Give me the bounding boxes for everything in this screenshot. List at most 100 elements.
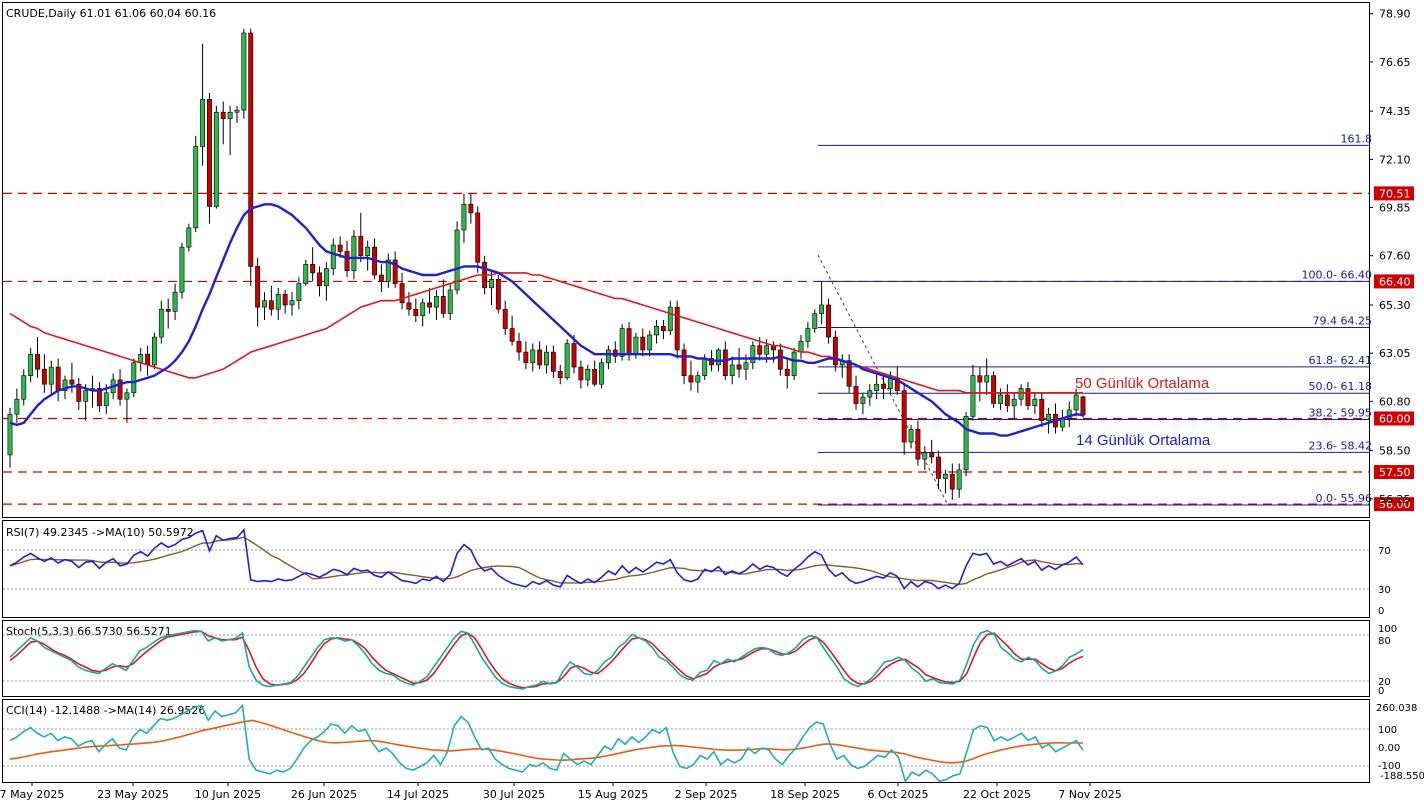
bullish-candle [867,390,873,398]
bullish-candle [716,349,721,366]
rsi-header: RSI(7) 49.2345 ->MA(10) 50.5972 [6,526,194,539]
bearish-candle [550,351,556,372]
bearish-candle [344,251,350,272]
time-tick-label: 7 May 2025 [0,788,64,801]
price-tick-label: 65.30 [1379,299,1411,312]
bullish-candle [750,345,756,364]
rsi-tick-30: 30 [1378,585,1391,596]
bearish-candle [571,343,577,368]
fib-trendline [817,254,949,506]
bullish-candle [227,111,233,119]
bearish-candle [853,386,859,404]
cci-header: CCI(14) -12.1488 ->MA(14) 26.9526 [6,704,205,717]
cci-tick-min: -188.550 [1380,771,1424,782]
bearish-candle [736,364,742,370]
bullish-candle [289,300,295,306]
price-tick-label: 67.60 [1379,250,1411,263]
bullish-candle [234,109,240,113]
bullish-candle [667,306,673,331]
bullish-candle [922,452,928,460]
cci-panel [2,699,1370,783]
fib-level-label: 100.0- 66.40 [1302,268,1372,281]
rsi-tick-70: 70 [1378,546,1391,557]
bearish-candle [220,111,226,119]
bullish-candle [193,146,199,229]
bearish-candle [660,326,666,331]
bullish-candle [1046,413,1052,421]
price-panel [2,2,1370,518]
rsi-tick-0: 0 [1378,606,1384,617]
cci-line [9,703,1084,784]
bullish-candle [62,379,68,391]
fib-level-label: 38.2- 59.95 [1309,407,1372,420]
time-tick-label: 7 Nov 2025 [1058,788,1121,801]
stoch-k-line [9,629,1084,690]
bearish-candle [977,375,983,383]
bearish-candle [337,244,343,252]
bullish-candle [489,278,494,289]
rsi-line [9,527,1084,590]
time-tick-label: 10 Jun 2025 [195,788,261,801]
bullish-candle [654,326,659,336]
price-tick-label: 56.25 [1379,493,1411,506]
time-tick-label: 2 Sep 2025 [675,788,738,801]
bullish-candle [544,351,549,366]
bearish-candle [399,283,405,304]
bullish-candle [131,362,137,394]
bullish-candle [179,246,185,293]
stoch-tick-100: 100 [1378,624,1397,635]
bullish-candle [984,375,990,383]
bearish-candle [1039,398,1045,421]
bullish-candle [447,289,453,314]
bullish-candle [1011,398,1017,406]
price-tick-label: 63.05 [1379,347,1411,360]
level-price-tag [1374,274,1414,289]
price-tick-label: 76.65 [1379,56,1411,69]
bearish-candle [523,351,529,364]
horizontal-levels: 70.51 66.40 60.00 57.50 56.00 [3,186,1414,512]
bullish-candle [1018,388,1024,400]
bearish-candle [495,278,501,310]
bullish-candle [633,336,639,355]
candlesticks [7,28,1086,500]
bearish-candle [41,368,47,385]
bearish-candle [784,368,790,376]
bearish-candle [392,259,398,284]
bearish-candle [310,263,316,274]
cci-tick-max: 260.038 [1376,703,1417,714]
bearish-candle [358,236,364,257]
bullish-candle [812,313,818,329]
time-tick-label: 22 Oct 2025 [963,788,1031,801]
fib-level-label: 61.8- 62.41 [1309,354,1372,367]
bearish-candle [991,375,997,404]
level-price-tag [1374,497,1414,512]
bullish-candle [605,349,611,364]
level-price-label: 60.00 [1379,412,1411,425]
price-axis: 78.90 76.65 74.35 72.10 69.85 67.60 65.30 63.05… [1369,8,1411,506]
stoch-tick-0: 0 [1378,686,1384,697]
cci-ma-line [9,719,1083,764]
bearish-candle [207,99,212,207]
price-tick-label: 58.50 [1379,445,1411,458]
bullish-candle [599,362,604,385]
bearish-candle [757,345,763,355]
bearish-candle [255,266,261,308]
bullish-candle [729,364,735,376]
price-header: CRUDE,Daily 61.01 61.06 60.04 60.16 [6,7,216,20]
bearish-candle [475,212,481,263]
time-axis: 7 May 2025 23 May 2025 10 Jun 2025 26 Jun 2… [0,782,1122,801]
bearish-candle [406,302,412,310]
bullish-candle [48,366,54,385]
stoch-panel [2,620,1370,697]
bearish-candle [901,390,907,443]
bullish-candle [461,204,467,231]
bullish-candle [874,383,880,391]
cci-tick-minus100: -100 [1378,761,1401,772]
bearish-candle [468,204,474,214]
bullish-candle [275,293,281,310]
bullish-candle [819,304,825,314]
price-tick-label: 69.85 [1379,202,1411,215]
time-tick-label: 18 Sep 2025 [770,788,840,801]
price-tick-label: 78.90 [1379,8,1411,21]
